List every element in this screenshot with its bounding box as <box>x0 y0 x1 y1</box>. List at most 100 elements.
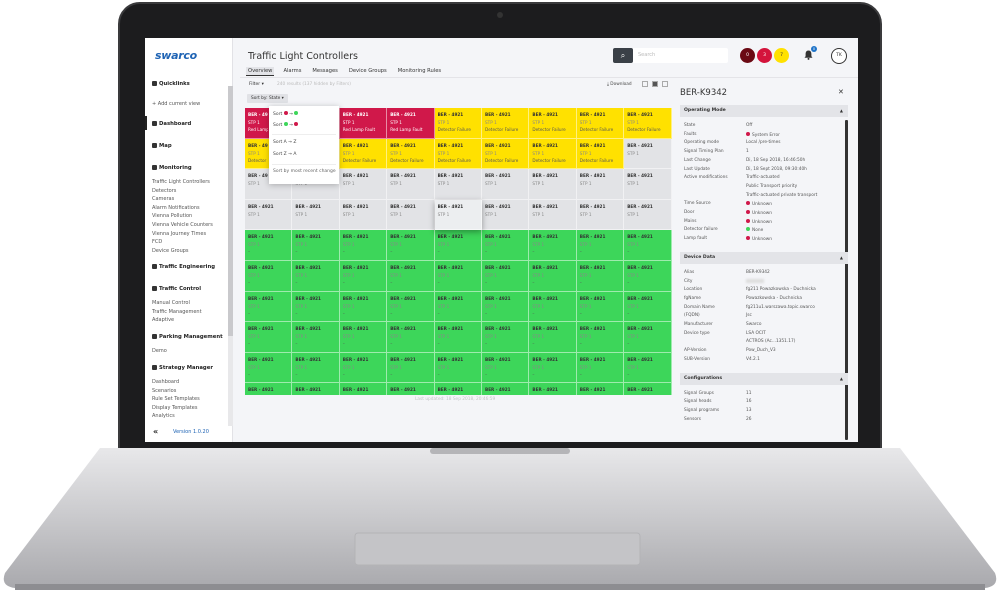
grid-view-icon[interactable] <box>652 81 658 87</box>
section-configurations[interactable]: Configurations ▲ <box>680 372 848 385</box>
search-input[interactable]: Search <box>638 52 656 58</box>
sidebar-scrollbar[interactable] <box>228 86 233 426</box>
sort-recent-change[interactable]: Sort by most recent change <box>273 169 336 174</box>
section-strategy-manager[interactable]: Strategy Manager <box>152 365 213 371</box>
tile-view-icon[interactable] <box>662 81 668 87</box>
sidebar-link[interactable]: Scenarios <box>152 387 177 394</box>
tab-messages[interactable]: Messages <box>312 68 338 74</box>
user-avatar[interactable]: TK <box>831 48 847 64</box>
controller-card[interactable]: BER - 4921 STP 1 <box>434 169 482 200</box>
sort-red-to-green[interactable]: Sort → <box>273 111 299 117</box>
controller-card[interactable]: BER - 4921 STP 1 <box>624 138 672 170</box>
filter-button[interactable]: Filter ▾ <box>249 82 264 87</box>
tab-device-groups[interactable]: Device Groups <box>348 68 387 74</box>
list-view-icon[interactable] <box>642 81 648 87</box>
sidebar-link[interactable]: Device Groups <box>152 247 189 254</box>
alarm-badge[interactable]: 0 <box>740 48 755 63</box>
tab-overview[interactable]: Overview <box>246 67 275 76</box>
sidebar-link[interactable]: FCD <box>152 239 163 246</box>
controller-card[interactable]: BER - 4921 STP 1 Red Lamp Fault <box>339 108 388 139</box>
controller-card[interactable]: BER - 4921 STP 1 Red Lamp Fault <box>387 108 435 139</box>
sort-green-to-red[interactable]: Sort → <box>273 122 299 128</box>
controller-card[interactable]: BER - 4921 STP 1 <box>529 199 577 231</box>
section-operating-mode[interactable]: Operating Mode ▲ <box>680 105 848 117</box>
sort-a-z[interactable]: Sort A → Z <box>273 140 297 145</box>
controller-card[interactable]: BER - 4921 STP 1 <box>529 169 577 200</box>
section-device-data[interactable]: Device Data ▲ <box>680 251 848 264</box>
sidebar-link[interactable]: Demo <box>152 348 167 354</box>
sidebar-link[interactable]: Traffic Light Controllers <box>152 179 210 185</box>
controller-card[interactable]: BER - 4921 STP 1 <box>624 199 672 231</box>
section-traffic-engineering[interactable]: Traffic Engineering <box>152 264 215 270</box>
alarm-badge[interactable]: 3 <box>757 48 772 63</box>
controller-card[interactable]: BER - 4921 STP 1 <box>387 199 435 231</box>
sidebar-item-map[interactable]: Map <box>152 143 172 149</box>
search-box[interactable]: ⌕ Search <box>613 48 728 63</box>
controller-card[interactable]: BER - 4921 STP 1 <box>387 169 435 200</box>
section-quicklinks[interactable]: Quicklinks <box>152 81 190 87</box>
add-current-view-link[interactable]: + Add current view <box>152 101 201 107</box>
controller-card[interactable]: BER - 4921 STP 1 <box>482 199 530 231</box>
caret-up-icon[interactable]: ▲ <box>839 108 843 113</box>
search-icon[interactable]: ⌕ <box>613 48 633 63</box>
controller-card[interactable]: BER - 4921 STP 1 <box>434 199 482 231</box>
controller-card[interactable]: BER - 4921 STP 1 <box>624 169 672 200</box>
sidebar-item-dashboard[interactable]: Dashboard <box>152 121 191 127</box>
sidebar-link[interactable]: Analytics <box>152 413 175 420</box>
download-button[interactable]: ⤓ Download <box>607 82 632 87</box>
controller-card[interactable]: BER - 4921 STP 1 <box>339 169 388 200</box>
controller-card[interactable]: BER - 4921 STP 1 <box>292 199 340 231</box>
controller-card[interactable]: BER - 4921 STP 1 <box>339 199 388 231</box>
controller-card[interactable]: BER - 4921 STP 1 <box>482 169 530 200</box>
sidebar-link[interactable]: Detectors <box>152 187 177 194</box>
sort-dropdown[interactable]: Sort by: State ▾ <box>247 94 288 103</box>
alarm-badge[interactable]: 7 <box>774 48 789 63</box>
sidebar-link[interactable]: Cameras <box>152 196 175 203</box>
scrollbar-thumb[interactable] <box>228 86 233 336</box>
caret-up-icon[interactable]: ▲ <box>839 254 843 260</box>
